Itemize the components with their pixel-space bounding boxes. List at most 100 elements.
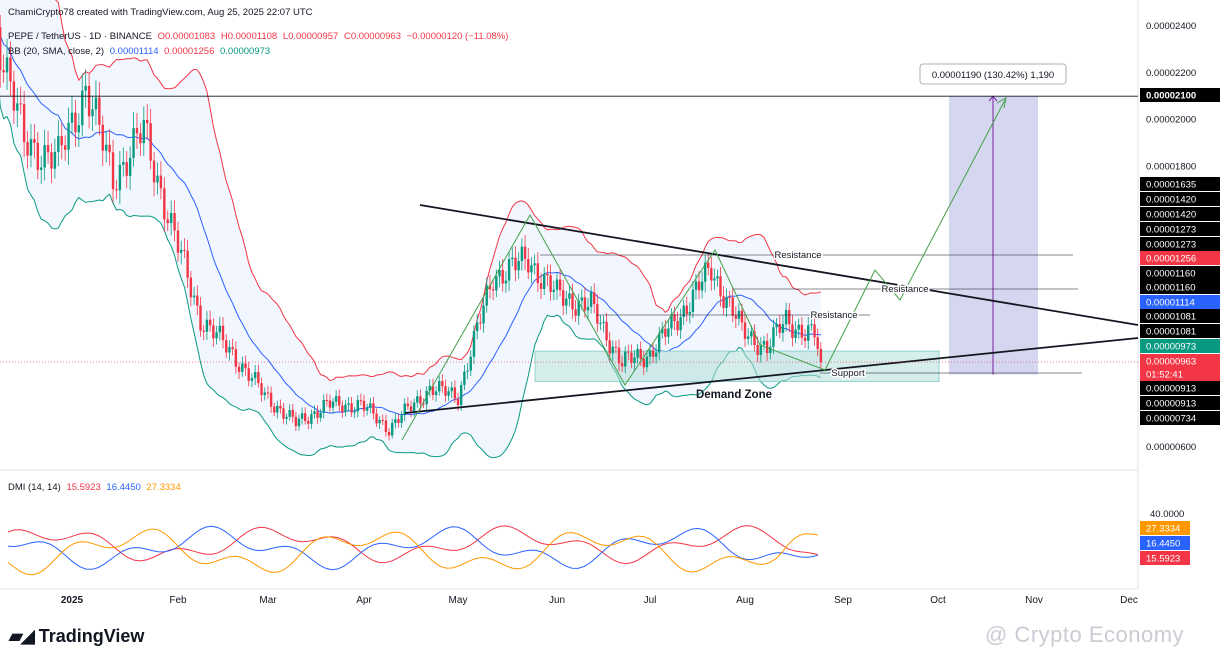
symbol-ohlc-line: PEPE / TetherUS · 1D · BINANCE O0.000010…: [8, 31, 511, 42]
candle-body: [202, 330, 205, 332]
candle: [149, 108, 152, 170]
candle-body: [189, 277, 193, 298]
price-tag[interactable]: 0.00001081: [1140, 324, 1220, 338]
candle: [202, 325, 205, 341]
bb-legend[interactable]: BB (20, SMA, close, 2) 0.00001114 0.0000…: [8, 46, 273, 57]
price-tag[interactable]: 0.00001081: [1140, 309, 1220, 323]
candle: [475, 313, 479, 340]
price-tag-label: 0.00000913: [1146, 384, 1196, 395]
resistance-label-3: Resistance: [811, 310, 858, 321]
demand-zone[interactable]: [534, 350, 940, 382]
candle-body: [263, 392, 266, 396]
candle-body: [29, 139, 33, 156]
candle-body: [319, 412, 322, 418]
price-tag-label: 0.00001114: [1146, 298, 1195, 309]
adx-line: [7, 528, 819, 576]
candle-body: [819, 348, 823, 363]
candle: [791, 315, 794, 347]
di-plus-value-tag[interactable]: 15.5923: [1140, 551, 1190, 565]
price-tag[interactable]: 0.00000963 01:52:41: [1140, 354, 1220, 381]
candle-body: [322, 400, 325, 413]
candle: [743, 313, 747, 347]
candle: [778, 315, 781, 339]
candle: [43, 129, 46, 181]
price-tag[interactable]: 0.00001273: [1140, 237, 1220, 251]
candle-body: [241, 363, 244, 372]
candle-body: [775, 323, 778, 328]
candle: [328, 394, 332, 413]
candle-body: [520, 246, 524, 262]
price-tag[interactable]: 0.00001256: [1140, 251, 1220, 265]
candle: [231, 338, 234, 356]
symbol-label[interactable]: PEPE / TetherUS · 1D · BINANCE: [8, 31, 152, 42]
price-tag-bg: [1140, 222, 1220, 236]
brand-name: TradingView: [38, 626, 145, 646]
candle-body: [504, 280, 508, 284]
price-tag[interactable]: 0.00000734: [1140, 411, 1220, 425]
price-tag[interactable]: 0.00000913: [1140, 396, 1220, 410]
candle-body: [562, 290, 565, 306]
candle-body: [87, 85, 91, 117]
candle-body: [142, 120, 146, 144]
candle: [707, 253, 710, 276]
price-tag[interactable]: 0.00001160: [1140, 280, 1220, 294]
candle-body: [530, 265, 533, 273]
candle-body: [552, 289, 556, 293]
candle: [176, 221, 180, 262]
x-tick-label: Sep: [834, 595, 852, 606]
candle-body: [169, 213, 173, 224]
projection-path[interactable]: [401, 99, 1006, 441]
candle-body: [365, 407, 369, 411]
candle: [387, 427, 391, 441]
candle: [734, 306, 738, 329]
candle: [617, 339, 621, 372]
candle: [593, 283, 596, 314]
candle-body: [300, 413, 304, 419]
candle: [189, 270, 193, 307]
projection-arrowhead-icon: [996, 97, 1007, 109]
price-tag-bg: [1140, 339, 1220, 353]
di-minus-value-tag[interactable]: 16.4450: [1140, 536, 1190, 550]
price-tag[interactable]: 0.00001160: [1140, 266, 1220, 280]
candle: [266, 385, 270, 399]
candle-body: [807, 325, 810, 341]
candle: [746, 328, 750, 345]
bb-lower-value: 0.00000973: [220, 46, 271, 57]
candle: [797, 318, 800, 339]
candle: [115, 179, 118, 199]
triangle-upper-trendline[interactable]: [419, 204, 1139, 326]
price-tag[interactable]: 0.00001114: [1140, 295, 1220, 309]
adx-value-tag[interactable]: 27.3334: [1140, 521, 1190, 535]
price-tag[interactable]: 0.00001420: [1140, 207, 1220, 221]
candle-body: [419, 396, 422, 404]
dmi-legend[interactable]: DMI (14, 14) 15.5923 16.4450 27.3334: [8, 482, 184, 493]
measure-tooltip[interactable]: [919, 63, 1067, 85]
candle: [775, 317, 778, 336]
price-tag[interactable]: 0.00001635: [1140, 177, 1220, 191]
candle: [29, 123, 33, 168]
tradingview-brand[interactable]: ▰◢ TradingView: [9, 626, 144, 647]
candle-body: [313, 411, 316, 415]
candle-body: [269, 392, 273, 407]
candle-body: [750, 331, 753, 337]
candle-body: [0, 27, 2, 71]
candle-body: [94, 97, 98, 110]
candle: [63, 135, 67, 161]
candle-body: [310, 414, 313, 424]
triangle-lower-trendline[interactable]: [404, 337, 1139, 414]
x-tick-label: Dec: [1120, 595, 1138, 606]
price-tag[interactable]: 0.00002100: [1140, 88, 1220, 102]
price-tag[interactable]: 0.00000973: [1140, 339, 1220, 353]
candle: [108, 129, 111, 166]
price-tag[interactable]: 0.00000913: [1140, 381, 1220, 395]
candle-body: [359, 400, 363, 402]
candle: [819, 342, 823, 369]
candle: [163, 177, 166, 233]
candle: [375, 408, 378, 427]
price-tag[interactable]: 0.00001273: [1140, 222, 1220, 236]
candle-body: [149, 123, 152, 161]
candle-body: [33, 139, 36, 143]
candle-body: [813, 324, 816, 338]
price-tag[interactable]: 0.00001420: [1140, 192, 1220, 206]
